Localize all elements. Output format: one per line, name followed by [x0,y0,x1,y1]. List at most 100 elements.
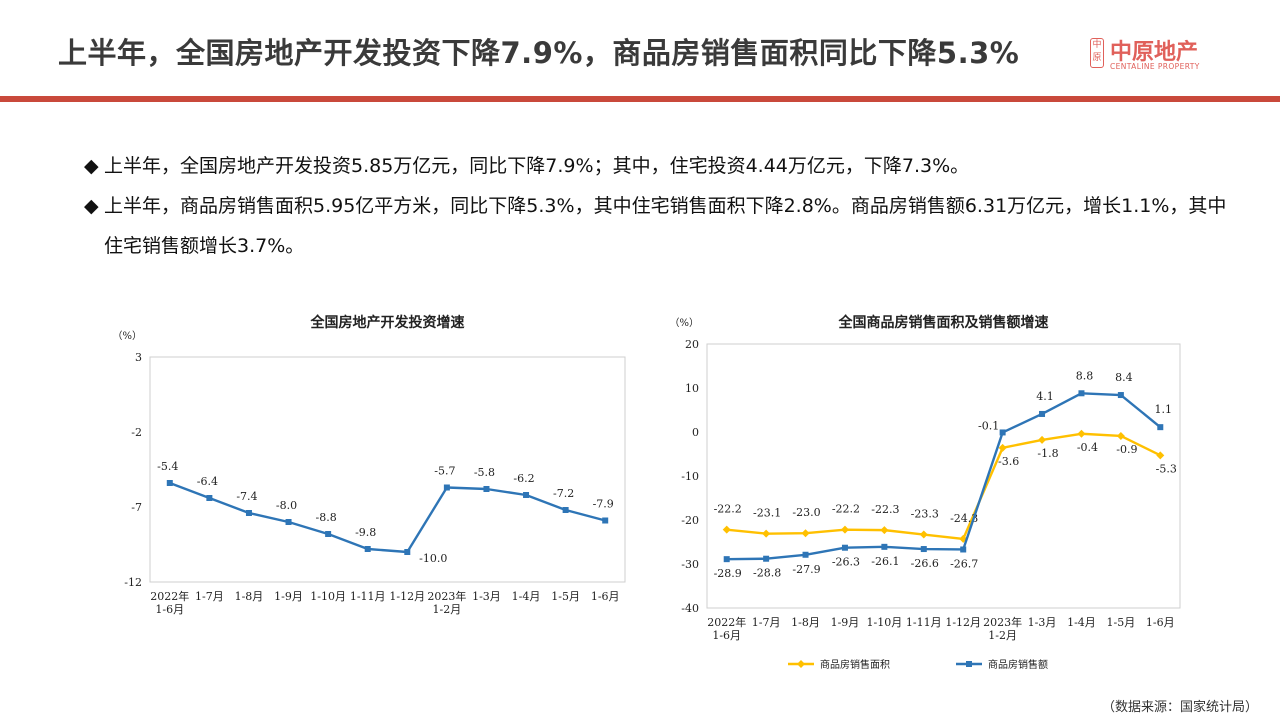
x-tick-label: 1-4月 [1067,616,1096,629]
data-point [1039,410,1046,417]
y-tick-label: -10 [681,470,699,483]
y-tick-label: -7 [131,501,142,514]
y-tick-label: 10 [685,382,699,395]
x-tick-label: 1-5月 [1107,616,1136,629]
bullet-text: 上半年，全国房地产开发投资5.85万亿元，同比下降7.9%；其中，住宅投资4.4… [104,155,970,177]
data-label: -7.9 [593,498,614,511]
bullet-item: ◆ 上半年，全国房地产开发投资5.85万亿元，同比下降7.9%；其中，住宅投资4… [84,146,1244,186]
diamond-bullet-icon: ◆ [84,155,99,177]
x-tick-label: 2023年 1-2月 [427,589,466,616]
investment-growth-chart-svg: 全国房地产开发投资增速 （%） 3 -2 -7 -12 2022年 1-6月 1-7月 1-8月 1… [112,314,626,616]
data-label: -23.1 [753,507,781,520]
x-tick-label: 1-9月 [831,616,860,629]
data-point [1078,390,1085,397]
data-point [285,519,292,525]
chart-title: 全国商品房销售面积及销售额增速 [838,314,1049,331]
data-point [880,526,889,535]
data-label: -7.2 [553,487,574,500]
data-label: -5.7 [434,465,455,478]
bullet-text: 上半年，商品房销售面积5.95亿平方米，同比下降5.3%，其中住宅销售面积下降2… [104,195,1227,257]
diamond-bullet-icon: ◆ [84,195,99,217]
investment-growth-chart: 全国房地产开发投资增速 （%） 3 -2 -7 -12 2022年 1-6月 1-7月 1-8月 1… [100,300,640,630]
data-label: -5.3 [1156,462,1177,475]
data-point [999,429,1006,436]
data-point [763,555,770,562]
data-label: -1.8 [1037,447,1058,460]
data-point [562,507,569,513]
y-unit-label: （%） [669,317,699,329]
x-tick-label: 1-7月 [195,590,224,603]
legend-label: 商品房销售额 [988,658,1048,671]
data-point [1156,451,1165,460]
x-tick-label: 2022年 1-6月 [150,589,189,616]
x-tick-label: 1-5月 [551,590,580,603]
data-point [166,480,173,486]
data-point [1117,392,1124,399]
x-tick-label: 1-8月 [791,616,820,629]
data-point [998,443,1007,452]
series-line [726,432,1161,541]
x-tick-label: 1-3月 [1028,616,1057,629]
data-label: 8.4 [1115,371,1133,384]
data-point [722,525,731,534]
data-point [523,492,530,498]
x-tick-label: 1-3月 [472,590,501,603]
x-tick-label: 1-4月 [512,590,541,603]
x-tick-label: 2022年 1-6月 [707,615,746,642]
x-tick-label: 1-12月 [945,616,981,629]
chart-title: 全国房地产开发投资增速 [310,314,465,331]
data-label: -5.8 [474,466,495,479]
data-label: -26.1 [871,555,899,568]
data-label: -6.2 [513,472,534,485]
logo-english-name: CENTALINE PROPERTY [1110,62,1200,71]
data-point [1077,429,1086,438]
company-logo: 中原 中原地产 CENTALINE PROPERTY [1090,36,1210,76]
data-label: -0.1 [978,419,999,432]
data-label: -22.2 [832,503,860,516]
x-tick-label: 1-6月 [1146,616,1175,629]
logo-chinese-name: 中原地产 [1110,40,1199,65]
plot-area [706,343,1181,609]
data-label: -3.6 [998,455,1019,468]
data-label: -5.4 [157,460,178,473]
data-point [723,556,730,563]
data-label: -9.8 [355,526,376,539]
y-tick-label: -30 [681,558,699,571]
data-label: -24.3 [950,512,978,525]
data-label: -23.0 [792,506,820,519]
data-label: -26.7 [950,557,978,570]
x-tick-label: 1-6月 [591,590,620,603]
data-label: -23.3 [911,508,939,521]
data-point [959,534,968,543]
data-label: -27.9 [792,563,820,576]
legend-label: 商品房销售面积 [820,658,890,671]
data-label: -7.4 [236,490,257,503]
data-label: 1.1 [1155,403,1173,416]
data-label: -22.3 [871,503,899,516]
y-tick-label: 0 [692,426,699,439]
data-point [404,549,411,555]
data-point [966,661,972,667]
data-label: -22.2 [714,503,742,516]
data-point [881,543,888,550]
data-label: -0.4 [1077,441,1098,454]
data-point [960,546,967,553]
series-line [169,481,606,554]
x-tick-label: 1-10月 [867,616,903,629]
data-label: 8.8 [1076,369,1094,382]
data-label: -8.0 [276,499,297,512]
plot-area [149,356,626,583]
x-tick-label: 2023年 1-2月 [983,615,1022,642]
data-point [802,551,809,558]
summary-bullets: ◆ 上半年，全国房地产开发投资5.85万亿元，同比下降7.9%；其中，住宅投资4… [84,146,1244,266]
y-tick-label: -40 [681,602,699,615]
sales-growth-chart: 全国商品房销售面积及销售额增速 （%） 20 10 0 -10 -20 -30 -40 2022年… [660,300,1200,680]
data-label: -26.6 [911,557,939,570]
data-label: -0.9 [1116,443,1137,456]
data-label: -28.8 [753,567,781,580]
data-point [443,484,450,491]
y-tick-label: -12 [124,576,142,589]
sales-growth-chart-svg: 全国商品房销售面积及销售额增速 （%） 20 10 0 -10 -20 -30 -40 2022年… [669,314,1181,671]
data-point [364,546,371,552]
data-point [762,529,771,538]
